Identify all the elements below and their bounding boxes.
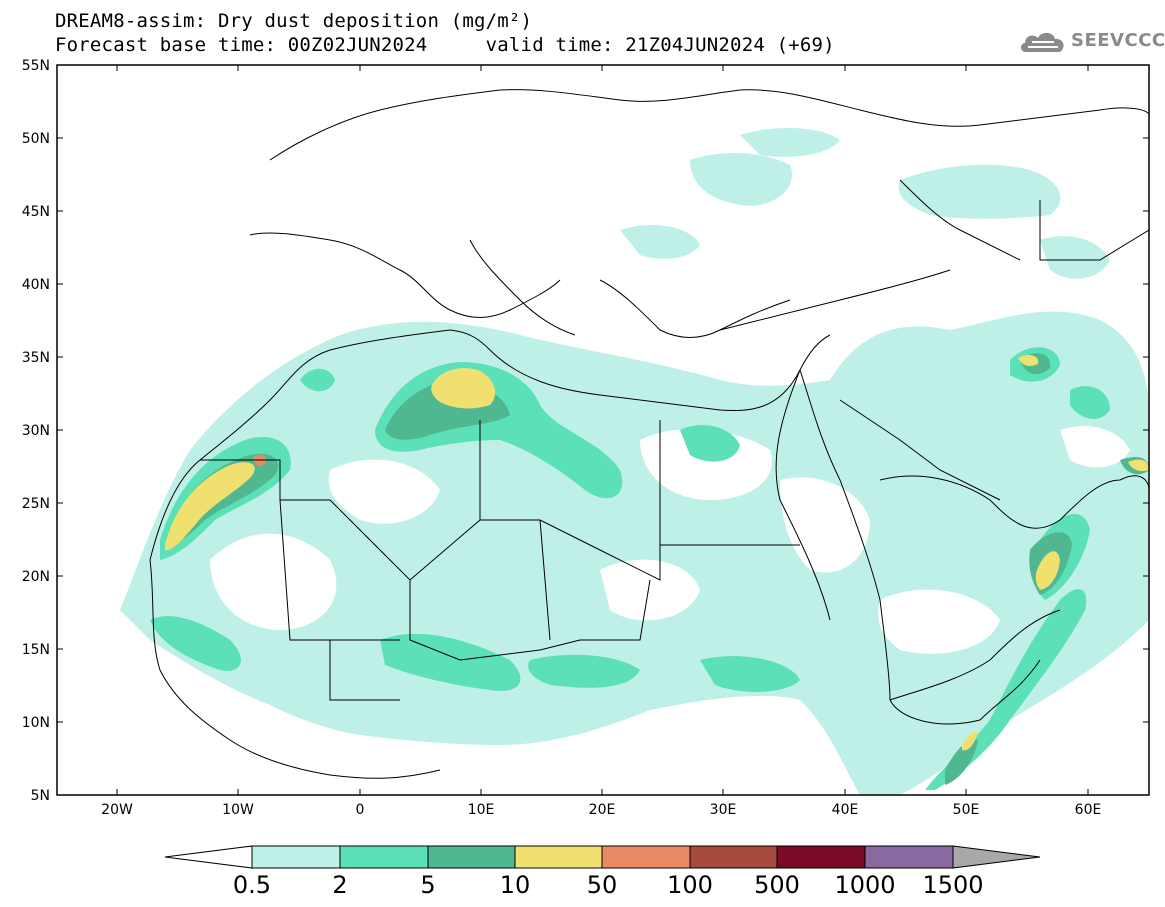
no-deposition-areas bbox=[210, 426, 1130, 654]
colorbar-swatch-8 bbox=[864, 845, 954, 869]
lon-label-10w: 10W bbox=[222, 802, 254, 818]
colorbar-below-arrow bbox=[164, 845, 253, 869]
colorbar-label-10: 10 bbox=[500, 871, 531, 899]
deposition-10-50-mg bbox=[165, 354, 1149, 751]
lon-label-0: 0 bbox=[356, 802, 365, 818]
colorbar-label-50: 50 bbox=[587, 871, 618, 899]
dust-contours bbox=[120, 128, 1149, 795]
longitude-labels: 20W 10W 0 10E 20E 30E 40E 50E 60E bbox=[101, 802, 1101, 818]
lon-label-40e: 40E bbox=[832, 802, 859, 818]
lon-label-20w: 20W bbox=[101, 802, 133, 818]
logo-text: SEEVCCC bbox=[1071, 30, 1165, 51]
colorbar-label-500: 500 bbox=[754, 871, 800, 899]
map-title: DREAM8-assim: Dry dust deposition (mg/m²… bbox=[55, 10, 533, 32]
colorbar-above-arrow bbox=[952, 845, 1041, 869]
colorbar-labels: 0.5 2 5 10 50 100 500 1000 1500 bbox=[233, 871, 984, 899]
lat-label-30n: 30N bbox=[22, 423, 50, 439]
lat-label-25n: 25N bbox=[22, 496, 50, 512]
colorbar-swatch-7 bbox=[776, 845, 866, 869]
lat-label-10n: 10N bbox=[22, 715, 50, 731]
ticks bbox=[57, 64, 1149, 795]
lat-label-20n: 20N bbox=[22, 569, 50, 585]
latitude-labels: 55N 50N 45N 40N 35N 30N 25N 20N 15N 10N … bbox=[22, 58, 50, 804]
lat-label-35n: 35N bbox=[22, 350, 50, 366]
seevccc-logo: SEEVCCC bbox=[1018, 28, 1165, 56]
lon-label-20e: 20E bbox=[589, 802, 616, 818]
cloud-icon bbox=[1020, 32, 1064, 52]
colorbar-swatch-6 bbox=[689, 845, 778, 869]
lat-label-5n: 5N bbox=[31, 788, 50, 804]
colorbar-swatch-2 bbox=[339, 845, 429, 869]
colorbar-label-5: 5 bbox=[420, 871, 435, 899]
lon-label-50e: 50E bbox=[953, 802, 980, 818]
lat-label-55n: 55N bbox=[22, 58, 50, 74]
lat-label-45n: 45N bbox=[22, 204, 50, 220]
lon-label-60e: 60E bbox=[1075, 802, 1102, 818]
colorbar-swatch-5 bbox=[601, 845, 691, 869]
lat-label-50n: 50N bbox=[22, 131, 50, 147]
colorbar-swatch-3 bbox=[427, 845, 516, 869]
lon-label-10e: 10E bbox=[468, 802, 495, 818]
forecast-time-line: Forecast base time: 00Z02JUN2024 valid t… bbox=[55, 34, 835, 56]
colorbar-label-0.5: 0.5 bbox=[233, 871, 271, 899]
coastlines-and-borders bbox=[149, 89, 1149, 779]
colorbar-label-1500: 1500 bbox=[922, 871, 983, 899]
lat-label-40n: 40N bbox=[22, 277, 50, 293]
colorbar bbox=[164, 845, 1041, 869]
lon-label-30e: 30E bbox=[710, 802, 737, 818]
colorbar-label-1000: 1000 bbox=[834, 871, 895, 899]
colorbar-label-100: 100 bbox=[667, 871, 713, 899]
colorbar-label-2: 2 bbox=[332, 871, 347, 899]
lat-label-15n: 15N bbox=[22, 642, 50, 658]
colorbar-swatch-4 bbox=[514, 845, 603, 869]
colorbar-swatch-1 bbox=[251, 845, 341, 869]
